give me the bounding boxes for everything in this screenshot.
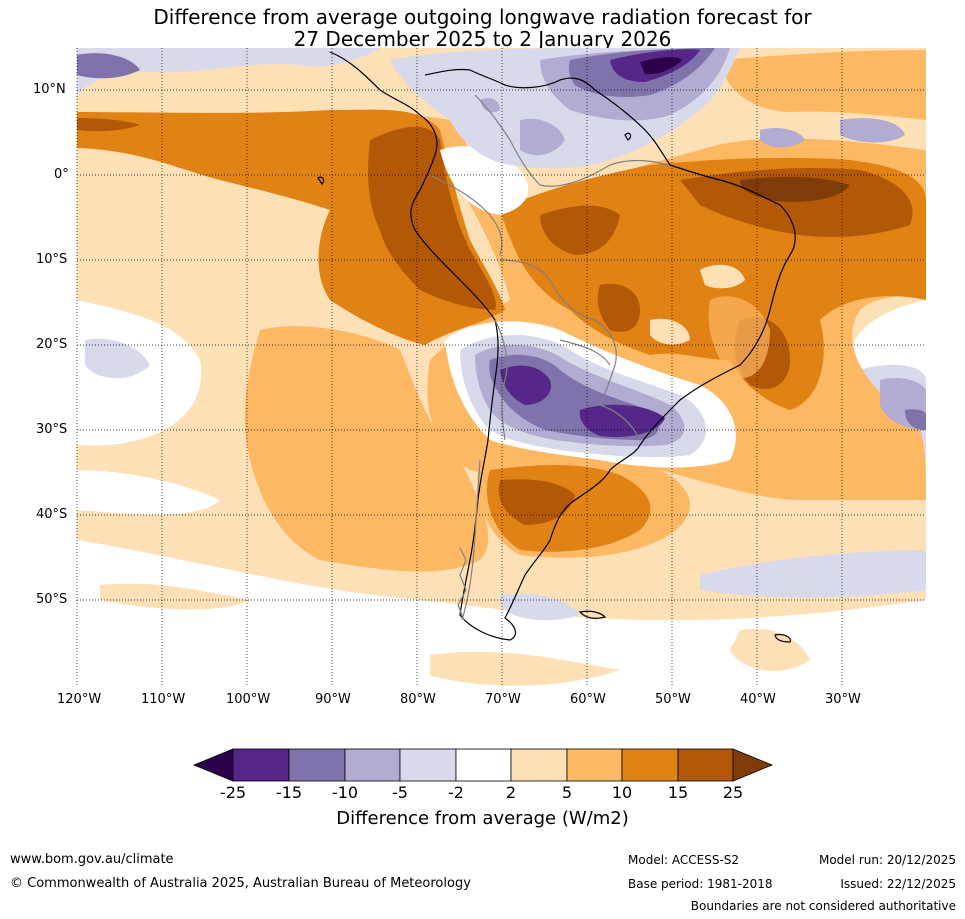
colorbar-bin-9 xyxy=(677,748,734,782)
colorbar-tick: 2 xyxy=(505,783,517,802)
lat-label-10n: 10°N xyxy=(33,82,66,97)
colorbar-tick: -15 xyxy=(275,783,303,802)
colorbar-bin-4 xyxy=(399,748,457,782)
footer-copyright: © Commonwealth of Australia 2025, Austra… xyxy=(10,876,471,891)
colorbar-tick: -5 xyxy=(392,783,408,802)
lon-label-50w: 50°W xyxy=(655,692,691,707)
colorbar xyxy=(192,748,774,782)
colorbar-tick: 25 xyxy=(722,783,744,802)
lat-label-40s: 40°S xyxy=(36,507,68,522)
lat-label-30s: 30°S xyxy=(36,422,68,437)
lon-label-100w: 100°W xyxy=(226,692,271,707)
colorbar-tick: -2 xyxy=(448,783,464,802)
anomaly-field xyxy=(77,48,926,686)
footer-base-period: Base period: 1981-2018 xyxy=(628,877,773,891)
footer-model: Model: ACCESS-S2 xyxy=(628,853,740,867)
lon-label-110w: 110°W xyxy=(141,692,186,707)
colorbar-bin-5 xyxy=(455,748,512,782)
colorbar-tick: -25 xyxy=(219,783,247,802)
colorbar-bin-6 xyxy=(510,748,568,782)
colorbar-tick: 10 xyxy=(611,783,633,802)
lat-label-20s: 20°S xyxy=(36,337,68,352)
colorbar-bin-3 xyxy=(344,748,401,782)
footer-issued: Issued: 22/12/2025 xyxy=(840,877,956,891)
colorbar-bin-7 xyxy=(566,748,623,782)
title-line-1: Difference from average outgoing longwav… xyxy=(153,5,812,29)
colorbar-extend-low xyxy=(192,748,234,782)
footer-model-run: Model run: 20/12/2025 xyxy=(818,853,956,867)
lat-label-10s: 10°S xyxy=(36,252,68,267)
title-line-2: 27 December 2025 to 2 January 2026 xyxy=(293,27,672,51)
colorbar-extend-high xyxy=(732,748,774,782)
gridlines xyxy=(76,48,926,686)
lon-label-120w: 120°W xyxy=(57,692,102,707)
colorbar-bin-2 xyxy=(288,748,346,782)
lon-label-80w: 80°W xyxy=(400,692,436,707)
colorbar-label: Difference from average (W/m2) xyxy=(336,808,629,829)
lon-label-30w: 30°W xyxy=(825,692,861,707)
coastlines xyxy=(317,51,796,643)
colorbar-tick: 5 xyxy=(561,783,573,802)
lat-label-0: 0° xyxy=(54,167,69,182)
colorbar-bin-1 xyxy=(232,748,290,782)
lon-label-60w: 60°W xyxy=(570,692,606,707)
lon-label-40w: 40°W xyxy=(740,692,776,707)
colorbar-tick: 15 xyxy=(667,783,689,802)
colorbar-bin-8 xyxy=(621,748,679,782)
lon-label-70w: 70°W xyxy=(485,692,521,707)
footer-website[interactable]: www.bom.gov.au/climate xyxy=(10,852,174,867)
lon-label-90w: 90°W xyxy=(315,692,351,707)
lat-label-50s: 50°S xyxy=(36,592,68,607)
colorbar-tick: -10 xyxy=(331,783,359,802)
footer-disclaimer: Boundaries are not considered authoritat… xyxy=(690,899,956,913)
